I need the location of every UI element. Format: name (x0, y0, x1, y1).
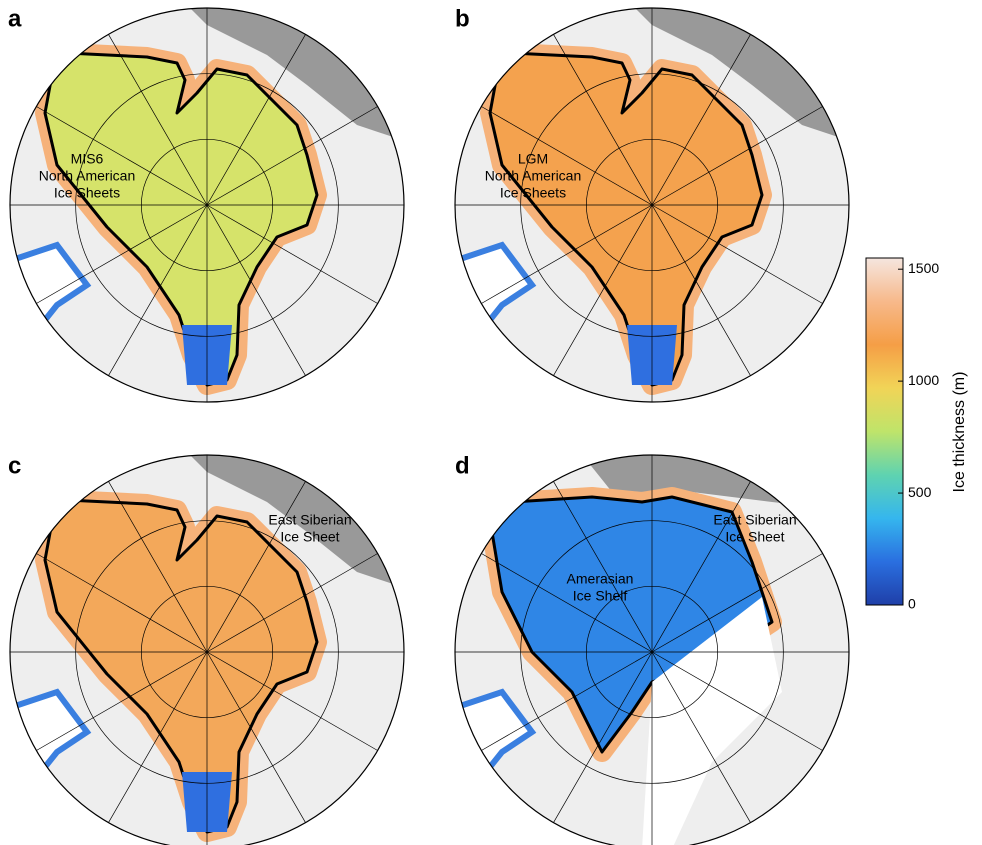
ice-sheet (488, 51, 764, 387)
panel-label: c (8, 452, 21, 479)
meridian (651, 204, 823, 304)
annotation: MIS6 (71, 151, 104, 167)
meridian (651, 481, 751, 653)
annotation: Ice Sheet (280, 529, 339, 545)
annotation: Amerasian (567, 571, 634, 587)
panel-label: a (8, 5, 22, 32)
meridian (206, 553, 378, 653)
map-border (454, 7, 850, 403)
meridian (553, 204, 653, 376)
map-border (454, 454, 850, 845)
meridian (108, 34, 208, 206)
map-border (9, 7, 405, 403)
meridian (36, 204, 208, 304)
meridian (553, 651, 653, 823)
ice-sheet (490, 495, 774, 754)
map-border (9, 454, 405, 845)
annotation: Ice Shelf (573, 588, 628, 604)
meridian (553, 34, 653, 206)
panel-label: d (455, 452, 470, 479)
ice-sheet (43, 51, 319, 387)
meridian (36, 106, 208, 206)
meridian (206, 481, 306, 653)
meridian (651, 204, 751, 376)
colorbar-tick-label: 1500 (908, 260, 939, 276)
meridian (206, 34, 306, 206)
meridian (481, 651, 653, 751)
meridian (651, 651, 751, 823)
meridian (481, 204, 653, 304)
parallel (140, 138, 274, 272)
annotation: North American (39, 168, 135, 184)
meridian (108, 204, 208, 376)
meridian (108, 481, 208, 653)
annotation: Ice Sheets (54, 185, 120, 201)
colorbar-tick-label: 0 (908, 596, 916, 612)
panel-label: b (455, 5, 470, 32)
meridian (651, 34, 751, 206)
colorbar-label: Ice thickness (m) (951, 372, 968, 493)
annotation: LGM (518, 151, 548, 167)
parallel (140, 585, 274, 719)
parallel (75, 520, 339, 784)
meridian (481, 106, 653, 206)
colorbar (865, 257, 904, 606)
annotation: North American (485, 168, 581, 184)
colorbar-tick-label: 1000 (908, 372, 939, 388)
meridian (206, 204, 306, 376)
parallel (520, 520, 784, 784)
meridian (206, 106, 378, 206)
parallel (75, 73, 339, 337)
open-water (642, 597, 782, 845)
meridian (36, 651, 208, 751)
meridian (651, 106, 823, 206)
annotation: East Siberian (268, 512, 351, 528)
meridian (108, 651, 208, 823)
parallel (585, 585, 719, 719)
meridian (553, 481, 653, 653)
meridian (36, 553, 208, 653)
meridian (481, 553, 653, 653)
ice-sheet (43, 498, 319, 834)
parallel (585, 138, 719, 272)
meridian (651, 553, 823, 653)
map-body (10, 8, 404, 402)
annotation: Ice Sheets (500, 185, 566, 201)
map-body (10, 455, 404, 845)
annotation: East Siberian (713, 512, 796, 528)
meridian (651, 651, 823, 751)
parallel (520, 73, 784, 337)
meridian (206, 651, 306, 823)
annotation: Ice Sheet (725, 529, 784, 545)
meridian (206, 651, 378, 751)
meridian (206, 204, 378, 304)
colorbar-tick-label: 500 (908, 484, 932, 500)
